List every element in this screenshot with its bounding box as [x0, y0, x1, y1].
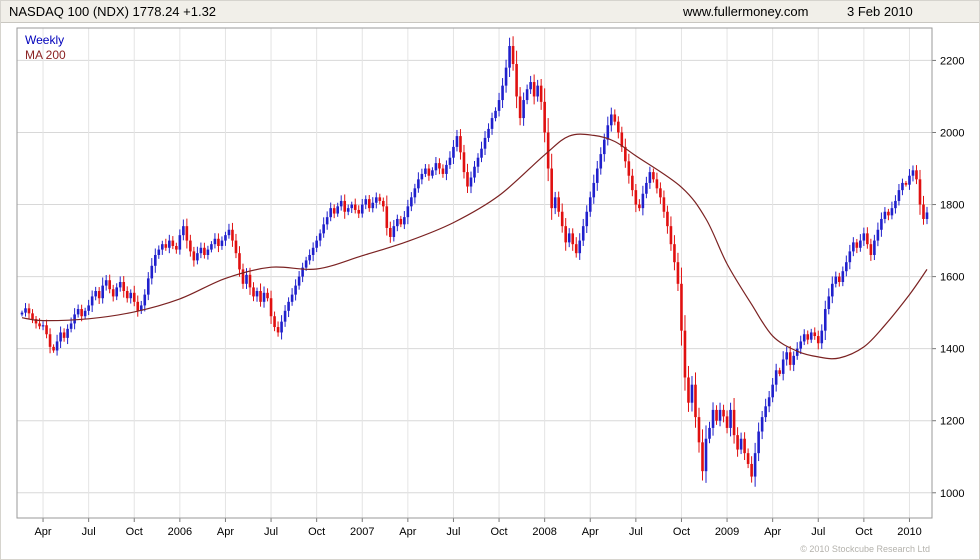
svg-text:1600: 1600: [940, 272, 964, 284]
legend-ma-label: MA 200: [25, 48, 66, 62]
svg-text:Apr: Apr: [582, 526, 599, 538]
svg-text:Oct: Oct: [308, 526, 325, 538]
svg-text:2000: 2000: [940, 127, 964, 139]
svg-text:2007: 2007: [350, 526, 374, 538]
svg-text:Jul: Jul: [629, 526, 643, 538]
header-bar: NASDAQ 100 (NDX) 1778.24 +1.32 www.fulle…: [1, 1, 979, 23]
svg-text:2010: 2010: [897, 526, 921, 538]
plot-frame: [16, 27, 933, 519]
svg-text:2008: 2008: [532, 526, 556, 538]
svg-text:Oct: Oct: [126, 526, 143, 538]
svg-text:Jul: Jul: [82, 526, 96, 538]
svg-text:Jul: Jul: [446, 526, 460, 538]
svg-text:Apr: Apr: [399, 526, 416, 538]
ma-line: [21, 133, 928, 360]
svg-text:Jul: Jul: [811, 526, 825, 538]
chart-canvas: 1000 1200 1400 1600 1800 2000 2200 Apr Jul Oct 200…: [16, 27, 964, 538]
svg-text:Apr: Apr: [34, 526, 51, 538]
site-url[interactable]: www.fullermoney.com: [683, 4, 809, 19]
svg-text:Oct: Oct: [673, 526, 690, 538]
svg-text:Oct: Oct: [855, 526, 872, 538]
svg-text:1400: 1400: [940, 344, 964, 356]
svg-text:2006: 2006: [168, 526, 192, 538]
svg-text:1800: 1800: [940, 200, 964, 212]
svg-text:Apr: Apr: [764, 526, 781, 538]
svg-text:1200: 1200: [940, 416, 964, 428]
svg-text:Apr: Apr: [217, 526, 234, 538]
svg-text:2200: 2200: [940, 55, 964, 67]
chart-legend: Weekly MA 200: [25, 33, 66, 63]
candles: [20, 36, 929, 487]
svg-text:Oct: Oct: [490, 526, 507, 538]
gridlines: [17, 28, 936, 522]
date-label: 3 Feb 2010: [847, 4, 913, 19]
axis-labels: 1000 1200 1400 1600 1800 2000 2200 Apr Jul Oct 200…: [34, 55, 964, 538]
svg-text:1000: 1000: [940, 488, 964, 500]
svg-text:Jul: Jul: [264, 526, 278, 538]
legend-weekly-label: Weekly: [25, 33, 65, 47]
chart-title: NASDAQ 100 (NDX) 1778.24 +1.32: [9, 4, 217, 19]
svg-text:2009: 2009: [715, 526, 739, 538]
copyright-label: © 2010 Stockcube Research Ltd: [800, 544, 930, 554]
